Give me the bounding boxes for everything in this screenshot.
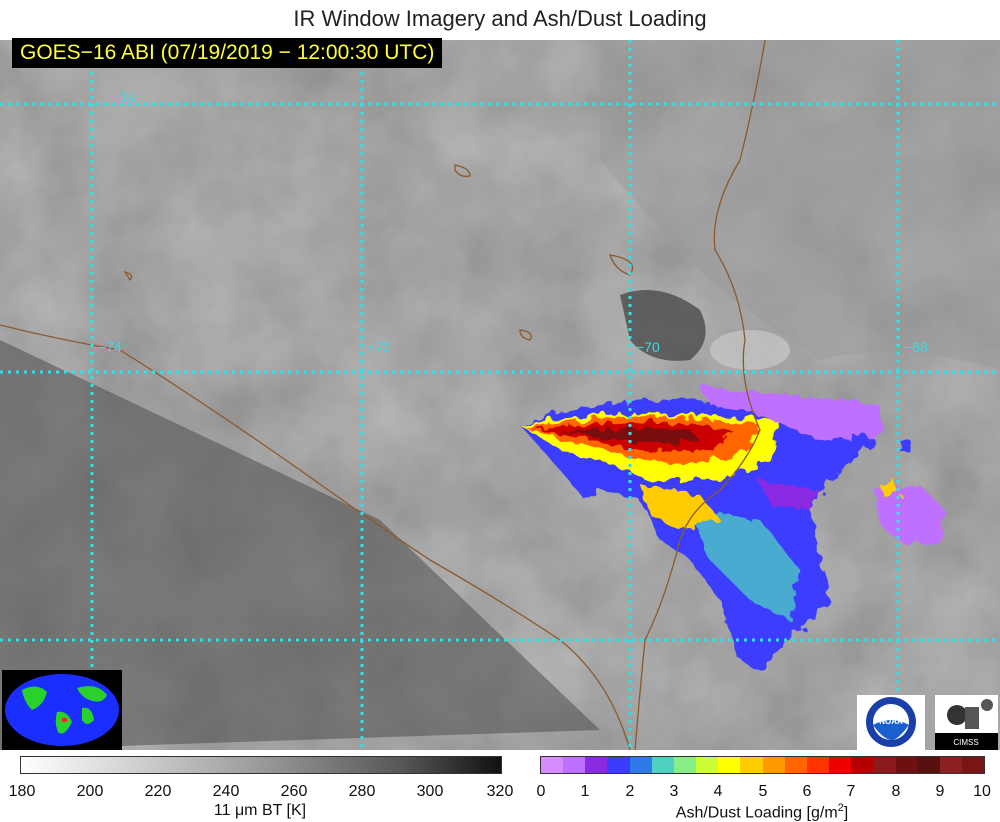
cimss-logo: CIMSS	[935, 695, 998, 750]
ash-tick: 9	[935, 783, 945, 800]
ash-tick: 3	[669, 783, 679, 800]
ash-colorbar-label: Ash/Dust Loading [g/m2]	[676, 802, 848, 822]
ash-colorbar-swatch	[563, 757, 586, 773]
ash-tick: 8	[891, 783, 901, 800]
lat-lon-grid	[0, 40, 1000, 750]
page-title: IR Window Imagery and Ash/Dust Loading	[293, 6, 707, 31]
ash-tick: 10	[973, 783, 991, 800]
ash-colorbar-swatch	[851, 757, 874, 773]
ash-tick: 0	[536, 783, 546, 800]
ash-tick: 7	[846, 783, 856, 800]
bt-tick: 200	[76, 783, 104, 800]
ash-colorbar-swatch	[718, 757, 741, 773]
bt-tick: 220	[144, 783, 172, 800]
lat-label-14: −14	[112, 89, 136, 105]
bt-tick: 260	[280, 783, 308, 800]
ash-colorbar-swatch	[651, 757, 674, 773]
bt-tick: 180	[8, 783, 36, 800]
bt-colorbar-label: 11 μm BT [K]	[213, 802, 307, 819]
ash-plume	[520, 385, 885, 670]
ash-colorbar-swatch	[607, 757, 630, 773]
ash-label-sup: 2	[837, 802, 844, 814]
bright-cloud	[710, 330, 790, 370]
country-borders	[0, 40, 766, 750]
lon-label-68: −68	[904, 339, 928, 355]
lon-label-72: −72	[367, 339, 391, 355]
ash-tick: 4	[713, 783, 723, 800]
ash-colorbar-swatch	[541, 757, 564, 773]
ash-colorbar-swatch	[806, 757, 830, 773]
globe-inset	[2, 670, 122, 750]
ash-tick: 2	[625, 783, 635, 800]
ash-tick: 1	[580, 783, 590, 800]
ash-colorbar-swatch	[939, 757, 962, 773]
ash-colorbar-swatch	[629, 757, 652, 773]
ash-colorbar-swatch	[895, 757, 918, 773]
ash-label-end: ]	[843, 804, 849, 822]
ash-tick: 6	[802, 783, 812, 800]
ash-colorbar-swatch	[696, 757, 719, 773]
lake-titicaca	[620, 290, 706, 361]
ash-colorbar	[540, 756, 985, 774]
ash-tick: 5	[758, 783, 768, 800]
satellite-map: −14 −74 −72 −70 −68	[0, 40, 1000, 750]
ash-colorbar-swatch	[673, 757, 697, 773]
cloud-region	[600, 40, 1000, 370]
ash-colorbar-swatch	[873, 757, 896, 773]
bt-colorbar	[20, 756, 502, 774]
ash-colorbar-swatch	[762, 757, 785, 773]
ash-colorbar-swatch	[961, 757, 985, 773]
satellite-timestamp-label: GOES−16 ABI (07/19/2019 − 12:00:30 UTC)	[12, 38, 443, 68]
dark-terrain	[0, 340, 600, 750]
svg-text:CIMSS: CIMSS	[953, 738, 978, 747]
bt-tick: 320	[486, 783, 514, 800]
bt-tick: 280	[348, 783, 376, 800]
ash-colorbar-swatch	[829, 757, 852, 773]
bt-tick: 240	[212, 783, 240, 800]
bt-tick: 300	[416, 783, 444, 800]
ash-colorbar-swatch	[917, 757, 940, 773]
lon-label-70: −70	[636, 339, 660, 355]
ash-colorbar-swatch	[784, 757, 807, 773]
noaa-logo: NOAA	[857, 695, 925, 750]
ash-colorbar-swatch	[585, 757, 608, 773]
svg-text:NOAA: NOAA	[879, 717, 903, 726]
secondary-ash-patch	[875, 440, 945, 545]
ash-colorbar-swatch	[740, 757, 763, 773]
lon-label-74: −74	[98, 339, 122, 355]
ash-label-main: Ash/Dust Loading [g/m	[675, 804, 838, 822]
